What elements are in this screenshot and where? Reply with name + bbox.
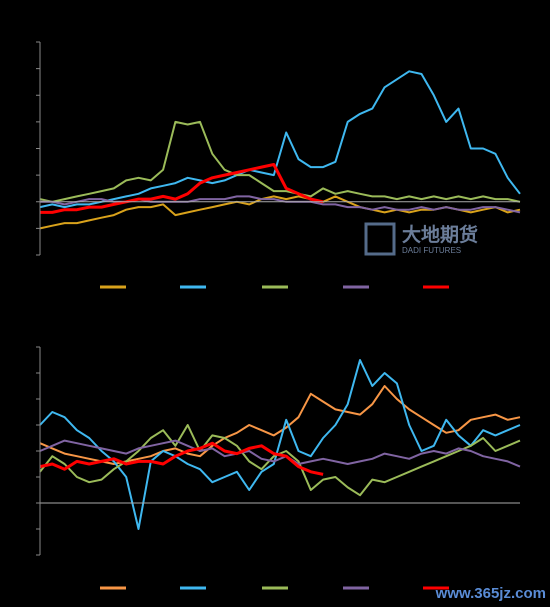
site-watermark: www.365jz.com — [435, 585, 546, 602]
series-line — [39, 120, 521, 203]
logo-mark — [364, 222, 396, 256]
series-line — [39, 441, 324, 476]
logo-subtext: DADI FUTURES — [402, 246, 461, 255]
logo-text: 大地期货 — [402, 223, 478, 246]
series-line — [39, 359, 521, 530]
series-line — [39, 439, 521, 468]
series-line — [39, 70, 521, 209]
series-line — [40, 163, 324, 214]
